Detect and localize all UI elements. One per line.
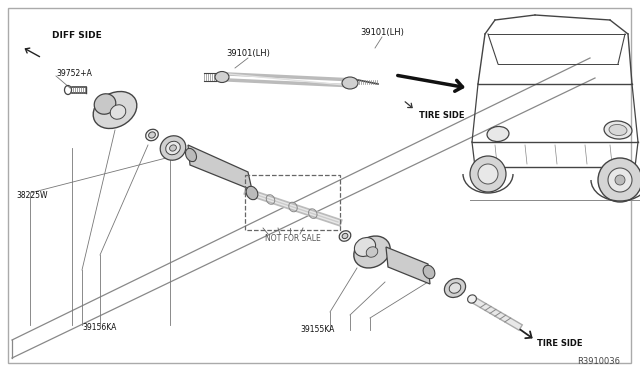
Text: 38225W: 38225W — [16, 190, 47, 199]
Circle shape — [608, 168, 632, 192]
Ellipse shape — [342, 233, 348, 238]
Text: TIRE SIDE: TIRE SIDE — [537, 340, 583, 349]
Text: DIFF SIDE: DIFF SIDE — [52, 31, 102, 39]
Text: TIRE SIDE: TIRE SIDE — [419, 110, 465, 119]
Ellipse shape — [94, 94, 116, 114]
Ellipse shape — [170, 145, 177, 151]
Ellipse shape — [160, 136, 186, 160]
Text: 39155KA: 39155KA — [300, 326, 334, 334]
Ellipse shape — [166, 141, 180, 155]
Text: 39752+A: 39752+A — [56, 68, 92, 77]
Ellipse shape — [449, 283, 461, 293]
Ellipse shape — [355, 238, 376, 256]
Text: NOT FOR SALE: NOT FOR SALE — [265, 234, 321, 243]
Bar — [245, 175, 340, 230]
Ellipse shape — [215, 71, 229, 83]
Polygon shape — [188, 145, 252, 190]
Ellipse shape — [487, 126, 509, 141]
Circle shape — [615, 175, 625, 185]
Ellipse shape — [354, 236, 390, 268]
Circle shape — [598, 158, 640, 202]
Text: 39156KA: 39156KA — [82, 324, 116, 333]
Ellipse shape — [468, 295, 476, 303]
Circle shape — [478, 164, 498, 184]
Ellipse shape — [110, 105, 126, 119]
Circle shape — [470, 156, 506, 192]
Ellipse shape — [246, 186, 258, 200]
Ellipse shape — [609, 125, 627, 135]
Text: R3910036: R3910036 — [577, 357, 620, 366]
Ellipse shape — [604, 121, 632, 139]
Ellipse shape — [423, 265, 435, 279]
Ellipse shape — [342, 77, 358, 89]
Ellipse shape — [366, 247, 378, 257]
Ellipse shape — [148, 132, 156, 138]
Text: 39101(LH): 39101(LH) — [226, 48, 270, 58]
Text: 39101(LH): 39101(LH) — [360, 28, 404, 36]
Ellipse shape — [186, 148, 196, 161]
Ellipse shape — [339, 231, 351, 241]
Polygon shape — [386, 247, 430, 284]
Ellipse shape — [444, 279, 465, 298]
Ellipse shape — [93, 92, 137, 128]
Ellipse shape — [146, 129, 158, 141]
